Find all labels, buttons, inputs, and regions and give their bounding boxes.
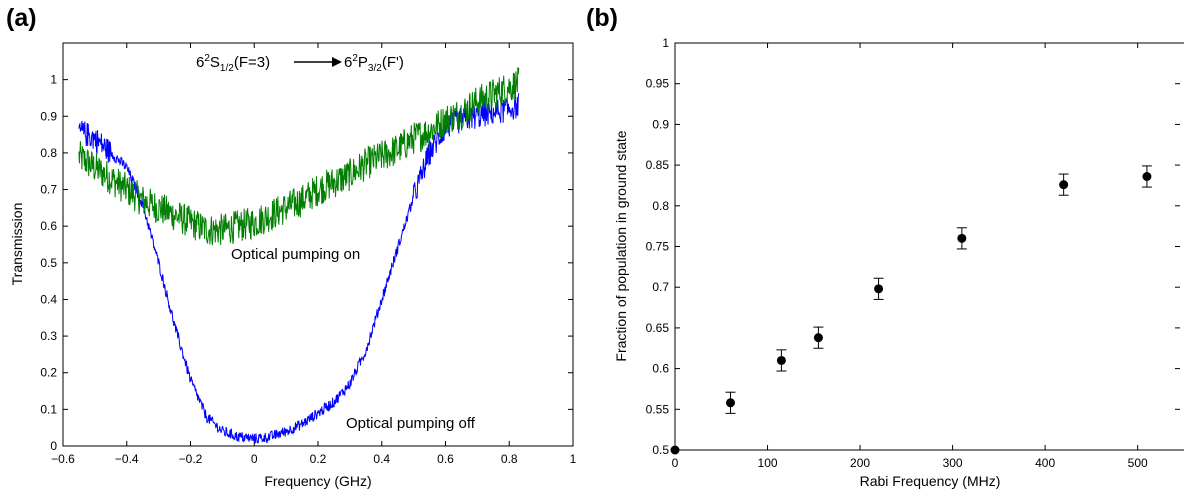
chart-b-y-tick-label: 0.85 [646, 158, 670, 172]
chart-a-y-tick-label: 1 [50, 73, 57, 87]
chart-a-y-tick-label: 0.5 [40, 256, 57, 270]
chart-b-y-tick-label: 0.6 [652, 362, 669, 376]
chart-a-y-tick-label: 0.7 [40, 183, 57, 197]
chart-a-y-tick-label: 0.4 [40, 292, 57, 306]
chart-b-data-point [726, 398, 736, 408]
chart-b-x-tick-label: 0 [672, 456, 679, 470]
chart-b-x-tick-label: 100 [758, 456, 778, 470]
chart-a-x-tick-label: −0.4 [115, 452, 139, 466]
chart-a-title: 62S1/2(F=3) [196, 53, 270, 74]
chart-b-series [670, 165, 1152, 455]
chart-a-x-tick-label: 0.4 [373, 452, 390, 466]
chart-b-y-tick-label: 0.65 [646, 321, 670, 335]
chart-a-y-tick-label: 0.3 [40, 329, 57, 343]
chart-b-data-point [874, 284, 884, 294]
chart-b-y-tick-label: 0.7 [652, 280, 669, 294]
chart-a-y-tick-label: 0.2 [40, 366, 57, 380]
chart-a-series [78, 67, 520, 444]
chart-b-plot-area [674, 42, 1184, 451]
chart-b-x-tick-label: 400 [1035, 456, 1055, 470]
chart-b-y-tick-label: 1 [662, 36, 669, 50]
chart-b-y-axis-label: Fraction of population in ground state [613, 130, 629, 361]
chart-b-y-tick-label: 0.55 [646, 402, 670, 416]
chart-a-x-tick-label: 0.2 [310, 452, 327, 466]
chart-a-y-tick-label: 0.6 [40, 219, 57, 233]
chart-a-x-tick-label: −0.6 [51, 452, 75, 466]
chart-b-ticks: 01002003004005006007000.50.550.60.650.70… [646, 36, 1180, 470]
chart-a-x-tick-label: 0.6 [437, 452, 454, 466]
chart-b-data-point [1142, 171, 1152, 181]
chart-a: −0.6 −0.4 −0.2 0 0.2 0.4 0.6 0.8 1 0 0.1 0.2 0.3 0.4 0… [9, 42, 577, 489]
chart-b: 01002003004005006007000.50.550.60.650.70… [613, 36, 1184, 489]
chart-b-data-point [1059, 180, 1069, 190]
chart-b-x-tick-label: 500 [1128, 456, 1148, 470]
chart-a-x-tick-label: −0.2 [179, 452, 203, 466]
chart-b-y-tick-label: 0.8 [652, 199, 669, 213]
chart-b-y-tick-label: 0.75 [646, 240, 670, 254]
chart-a-x-tick-label: 0.8 [501, 452, 518, 466]
chart-a-y-tick-label: 0 [50, 439, 57, 453]
chart-b-y-tick-label: 0.9 [652, 117, 669, 131]
chart-a-x-tick-label: 1 [570, 452, 577, 466]
panel-label-b: (b) [586, 4, 618, 32]
chart-a-annotation-on: Optical pumping on [231, 246, 360, 263]
chart-a-y-tick-label: 0.9 [40, 109, 57, 123]
chart-a-x-axis-label: Frequency (GHz) [264, 473, 371, 489]
chart-b-x-tick-label: 200 [850, 456, 870, 470]
chart-b-data-point [776, 355, 786, 365]
chart-a-y-tick-label: 0.8 [40, 146, 57, 160]
chart-b-data-point [813, 333, 823, 343]
chart-b-data-point [957, 233, 967, 243]
chart-b-x-axis-label: Rabi Frequency (MHz) [860, 473, 1001, 489]
chart-a-title-arrow [294, 57, 342, 67]
chart-a-y-tick-label: 0.1 [40, 402, 57, 416]
chart-a-ticks: −0.6 −0.4 −0.2 0 0.2 0.4 0.6 0.8 1 0 0.1 0.2 0.3 0.4 0… [40, 43, 577, 466]
chart-a-series-line-on [78, 67, 520, 246]
chart-a-x-tick-label: 0 [251, 452, 258, 466]
chart-a-annotation-off: Optical pumping off [346, 415, 476, 432]
chart-b-x-tick-label: 300 [943, 456, 963, 470]
chart-a-y-axis-label: Transmission [9, 203, 25, 286]
panel-label-a: (a) [6, 4, 37, 32]
chart-a-title-right: 62P3/2(F') [344, 53, 404, 74]
chart-b-y-tick-label: 0.5 [652, 443, 669, 457]
chart-b-y-tick-label: 0.95 [646, 77, 670, 91]
chart-b-data-point [670, 445, 680, 455]
